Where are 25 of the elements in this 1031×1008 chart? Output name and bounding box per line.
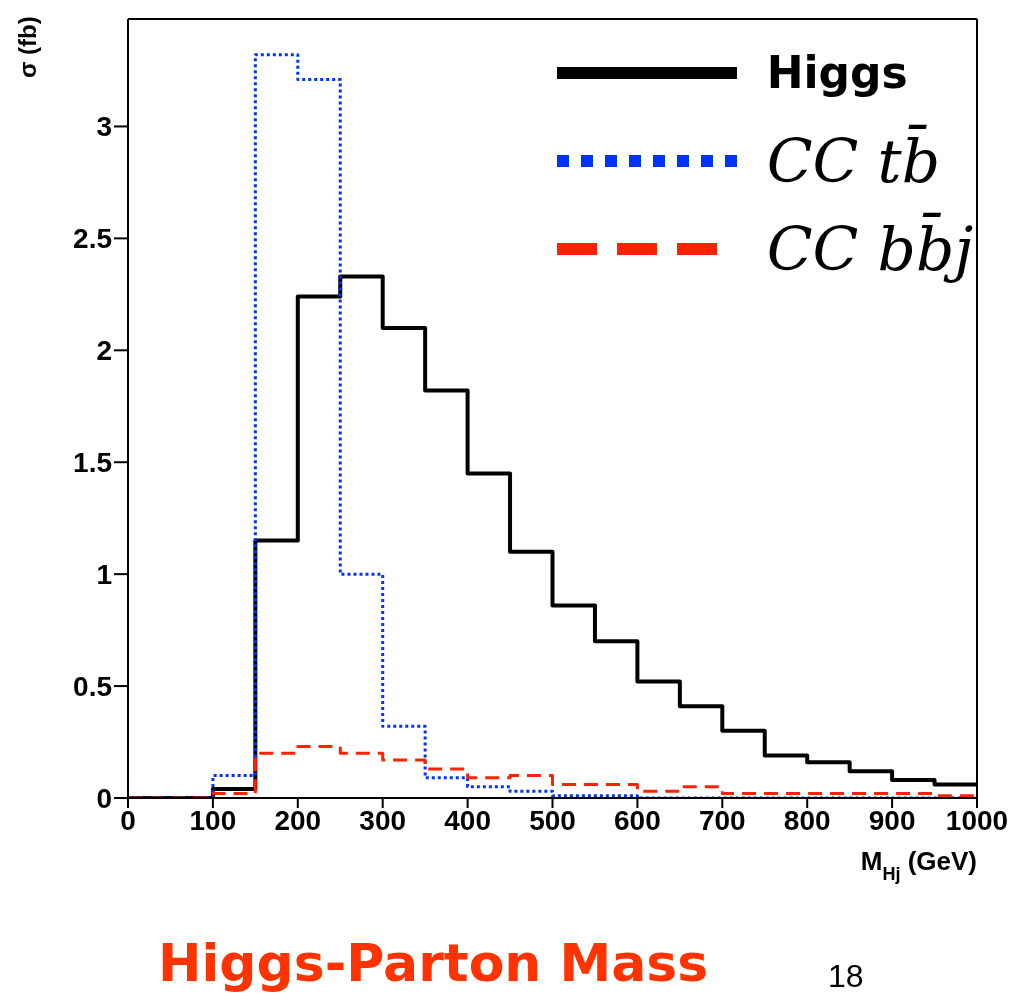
y-tick-label: 1 (96, 559, 112, 591)
x-tick-label: 100 (189, 804, 237, 836)
y-axis-title: σ (fb) (14, 16, 42, 78)
y-tick-label: 2.5 (73, 223, 112, 255)
x-tick-label: 300 (359, 804, 407, 836)
x-tick-label: 400 (444, 804, 491, 836)
x-tick-label: 800 (783, 804, 831, 836)
y-tick-label: 2 (96, 335, 112, 367)
x-tick-label: 1000 (945, 804, 1009, 836)
x-tick-label: 900 (868, 804, 916, 836)
x-tick-label: 0 (120, 804, 136, 836)
x-axis-title: M$_{Hj}$ (GeV) (860, 846, 977, 884)
legend-label: CC bb̄j (766, 214, 973, 284)
x-tick-label: 600 (614, 804, 661, 836)
x-tick-label: 700 (698, 804, 746, 836)
y-tick-label: 0 (96, 782, 112, 814)
text: 18 (828, 958, 864, 995)
x-tick-label: 200 (274, 804, 322, 836)
y-tick-label: 1.5 (73, 447, 112, 479)
y-tick-label: 3 (96, 111, 112, 143)
y-tick-label: 0.5 (73, 671, 112, 703)
legend-label: CC tb̄ (766, 126, 941, 196)
x-tick-label: 500 (529, 804, 576, 836)
legend-label: Higgs (766, 46, 908, 100)
text: Higgs-Parton Mass (158, 933, 709, 993)
